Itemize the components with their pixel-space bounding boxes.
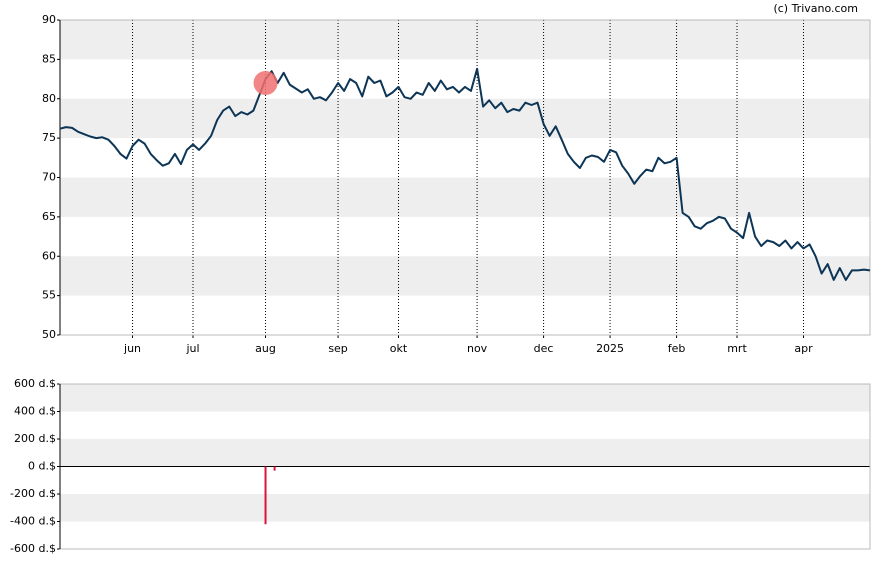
grid-band bbox=[60, 256, 870, 296]
y-tick-label: 600 d.$ bbox=[14, 377, 56, 390]
y-tick-label: 50 bbox=[42, 328, 56, 341]
y-tick-label: 400 d.$ bbox=[14, 405, 56, 418]
y-tick-label: 0 d.$ bbox=[28, 460, 56, 473]
grid-band bbox=[60, 98, 870, 139]
y-tick-label: -400 d.$ bbox=[10, 515, 56, 528]
y-tick-label: 85 bbox=[42, 52, 56, 65]
x-tick-label: aug bbox=[255, 342, 276, 355]
x-tick-label: feb bbox=[668, 342, 686, 355]
y-tick-label: 70 bbox=[42, 171, 56, 184]
y-tick-label: 60 bbox=[42, 249, 56, 262]
x-tick-label: sep bbox=[328, 342, 347, 355]
grid-band bbox=[60, 384, 870, 412]
y-tick-label: 55 bbox=[42, 289, 56, 302]
grid-band bbox=[60, 177, 870, 217]
price-line bbox=[59, 67, 871, 281]
credit: (c) Trivano.com bbox=[773, 2, 858, 15]
y-tick-label: 80 bbox=[42, 92, 56, 105]
y-tick-label: 200 d.$ bbox=[14, 432, 56, 445]
x-tick-label: apr bbox=[794, 342, 813, 355]
y-tick-label: -600 d.$ bbox=[10, 542, 56, 555]
x-tick-label: 2025 bbox=[596, 342, 624, 355]
y-tick-label: -200 d.$ bbox=[10, 487, 56, 500]
x-tick-label: nov bbox=[467, 342, 488, 355]
x-tick-label: dec bbox=[534, 342, 554, 355]
x-tick-label: okt bbox=[390, 342, 408, 355]
bar bbox=[273, 466, 276, 471]
x-tick-label: mrt bbox=[727, 342, 747, 355]
x-tick-label: jun bbox=[123, 342, 141, 355]
grid-band bbox=[60, 439, 870, 467]
y-tick-label: 65 bbox=[42, 210, 56, 223]
y-tick-label: 90 bbox=[42, 13, 56, 26]
bar bbox=[264, 466, 267, 525]
highlight-marker bbox=[253, 71, 278, 95]
x-tick-label: jul bbox=[185, 342, 199, 355]
y-tick-label: 75 bbox=[42, 131, 56, 144]
grid-band bbox=[60, 494, 870, 522]
grid-band bbox=[60, 20, 870, 60]
